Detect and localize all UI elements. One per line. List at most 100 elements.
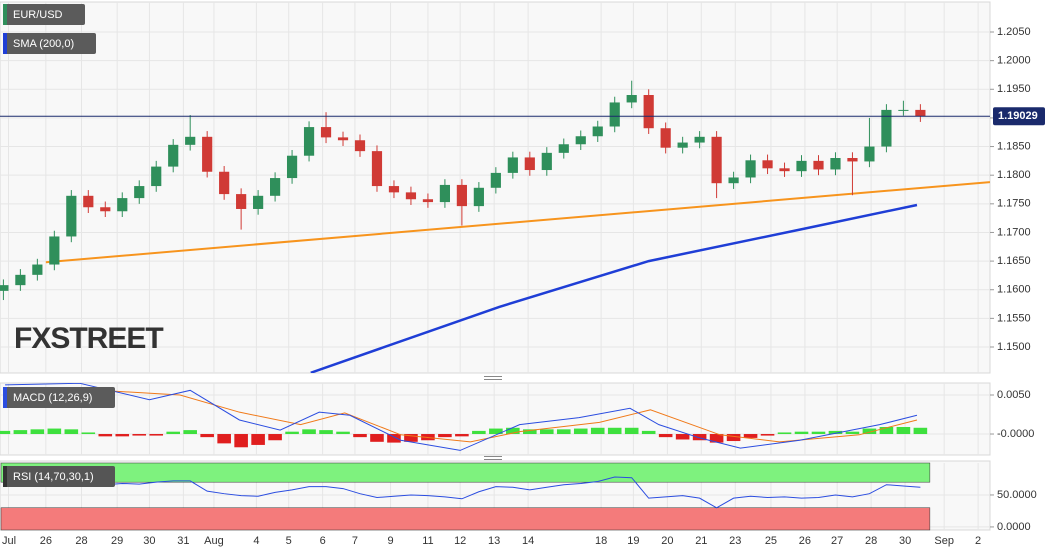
- candle-body: [626, 95, 637, 103]
- histogram-bar: [438, 434, 452, 438]
- candle-body: [303, 127, 315, 156]
- legend-swatch: [3, 4, 7, 25]
- rsi-band: [0, 507, 931, 531]
- histogram-bar: [98, 434, 113, 437]
- panel-grip[interactable]: [484, 456, 502, 460]
- histogram-bar: [64, 429, 79, 435]
- y-tick-label: -0.0000: [997, 428, 1034, 440]
- histogram-bar: [387, 434, 401, 443]
- last-price-box: [993, 107, 1045, 126]
- legend-swatch: [3, 33, 7, 54]
- candle-body: [100, 207, 111, 212]
- watermark: FXSTREET: [14, 322, 163, 355]
- candle-body: [541, 152, 552, 171]
- y-tick-label: 1.2050: [997, 26, 1031, 38]
- candle-body: [151, 166, 162, 187]
- histogram-bar: [166, 431, 180, 435]
- x-tick-label: 28: [75, 535, 87, 547]
- y-tick-label: 1.1950: [997, 83, 1031, 95]
- histogram-bar: [404, 434, 418, 442]
- histogram-bar: [777, 432, 792, 435]
- x-tick-label: 20: [661, 535, 673, 547]
- histogram-bar: [132, 434, 147, 436]
- histogram-bar: [149, 434, 164, 436]
- histogram-bar: [81, 432, 96, 435]
- candle-body: [337, 137, 349, 141]
- histogram-bar: [726, 434, 741, 442]
- x-tick-label: 27: [831, 535, 843, 547]
- panel-grip[interactable]: [484, 376, 502, 380]
- x-tick-label: 6: [320, 535, 326, 547]
- candle-body: [422, 199, 434, 203]
- histogram-bar: [183, 430, 197, 435]
- x-tick-label: 25: [765, 535, 777, 547]
- candle-body: [185, 136, 196, 145]
- x-tick-label: 2: [975, 535, 981, 547]
- histogram-bar: [913, 427, 928, 435]
- y-tick-label: 0.0000: [997, 521, 1031, 533]
- candle-body: [253, 195, 264, 209]
- histogram-bar: [47, 428, 62, 435]
- histogram-bar: [845, 431, 860, 435]
- x-tick-label: 9: [388, 535, 394, 547]
- x-tick-label: 12: [454, 535, 466, 547]
- x-tick-label: 7: [352, 535, 358, 547]
- candle-body: [762, 160, 773, 169]
- candle-body: [660, 128, 671, 148]
- x-tick-label: 26: [40, 535, 52, 547]
- histogram-bar: [234, 434, 248, 448]
- candle-body: [388, 186, 400, 193]
- histogram-bar: [760, 434, 775, 436]
- histogram-bar: [217, 434, 231, 444]
- x-tick-label: 30: [143, 535, 155, 547]
- histogram-bar: [540, 429, 554, 435]
- candle-body: [694, 136, 705, 143]
- histogram-bar: [251, 434, 265, 445]
- histogram-bar: [506, 427, 520, 435]
- y-tick-label: 1.1750: [997, 198, 1031, 210]
- histogram-bar: [353, 434, 367, 438]
- candle-body: [168, 144, 179, 167]
- last-price-label: 1.19029: [998, 110, 1038, 122]
- candle-body: [439, 184, 450, 203]
- histogram-bar: [607, 427, 622, 435]
- histogram-bar: [862, 428, 877, 435]
- candle-body: [898, 109, 909, 111]
- x-tick-label: 30: [899, 535, 911, 547]
- macd-panel: [0, 382, 991, 456]
- y-tick-label: 1.1650: [997, 255, 1031, 267]
- candle-body: [558, 144, 569, 153]
- histogram-bar: [0, 430, 11, 435]
- candle-body: [236, 194, 247, 209]
- x-tick-label: 5: [286, 535, 292, 547]
- histogram-bar: [675, 434, 690, 440]
- candle-body: [575, 136, 586, 145]
- signal-line: [5, 389, 918, 443]
- x-tick-label: 4: [253, 535, 259, 547]
- x-tick-label: 26: [799, 535, 811, 547]
- candle-body: [677, 142, 688, 148]
- histogram-bar: [641, 430, 656, 435]
- histogram-bar: [472, 430, 486, 435]
- histogram-bar: [658, 434, 673, 438]
- candle-body: [745, 160, 756, 178]
- macd-line: [5, 383, 918, 451]
- candle-body: [83, 195, 94, 208]
- histogram-bar: [30, 429, 45, 435]
- candle-body: [524, 157, 535, 171]
- candle-body: [371, 151, 383, 187]
- histogram-bar: [13, 430, 28, 435]
- candle-body: [32, 264, 43, 275]
- histogram-bar: [115, 434, 130, 437]
- x-tick-label: Aug: [204, 535, 224, 547]
- rsi-band: [0, 462, 931, 483]
- candle-body: [864, 146, 875, 162]
- x-tick-label: 28: [865, 535, 877, 547]
- candle-body: [728, 177, 739, 184]
- x-tick-label: 23: [729, 535, 741, 547]
- candle-body: [456, 184, 467, 207]
- histogram-bar: [200, 434, 214, 438]
- histogram-bar: [370, 434, 384, 442]
- x-tick-label: 19: [627, 535, 639, 547]
- histogram-bar: [319, 430, 333, 435]
